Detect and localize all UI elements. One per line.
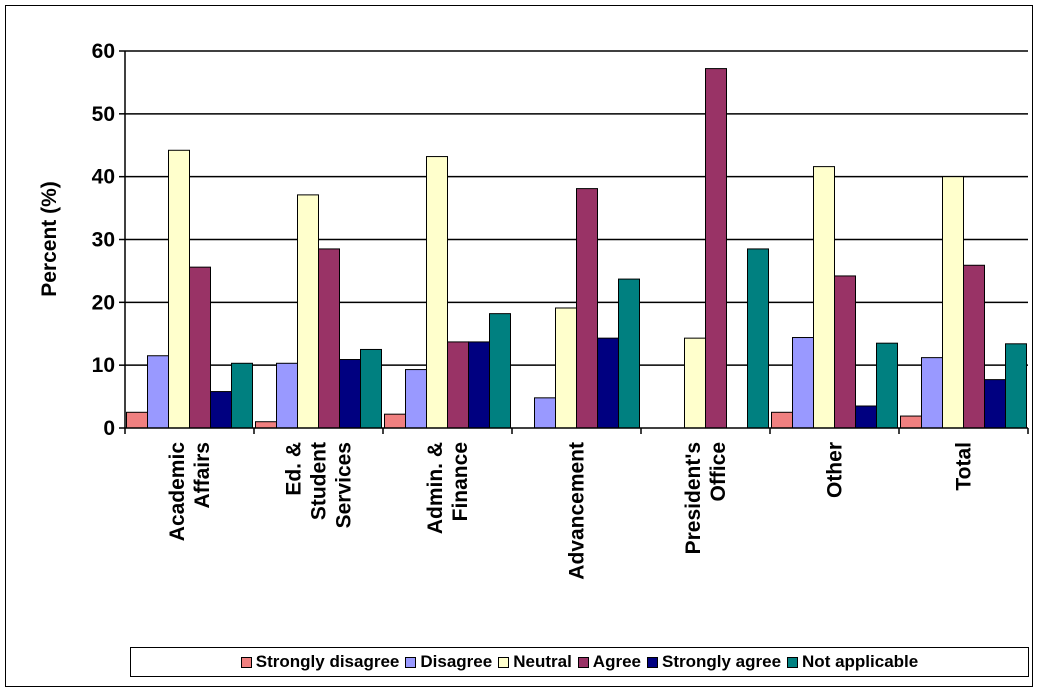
bar [813,166,835,429]
bar [555,307,577,429]
bar [360,348,382,429]
bar [942,176,964,429]
category-label-line: Office [707,442,730,502]
bar [705,68,727,429]
bar [147,355,169,429]
bar [771,411,793,429]
y-tick-label: 20 [92,291,115,314]
axes [119,50,1029,434]
category-label-line: Services [333,442,356,528]
bar [468,341,490,429]
bar [834,275,856,429]
legend-label: Disagree [420,652,493,671]
bar [189,266,211,429]
category-label: Total [953,442,976,491]
category-label-line: Total [953,442,976,491]
bar [876,342,898,429]
bar [855,405,877,429]
category-label-line: Ed. & [283,442,306,496]
y-axis-title: Percent (%) [38,181,61,297]
y-tick-label: 30 [92,229,115,252]
category-label: President's Office [682,442,730,554]
legend-item: Not applicable [787,652,918,672]
bar [447,341,469,429]
legend-swatch [577,656,589,668]
y-tick-labels: 0 10 20 30 40 50 60 [92,40,115,440]
legend-label: Agree [592,652,641,671]
bar [339,359,361,429]
category-label: Advancement [566,442,589,580]
category-label-line: Admin. & [424,442,447,534]
category-label: Admin. & Finance [424,442,472,534]
category-label-line: Other [824,442,847,498]
bar [984,379,1006,429]
y-tick-label: 60 [92,40,115,63]
legend-label: Neutral [513,652,572,671]
bar [255,421,277,429]
legend-item: Disagree [405,652,492,672]
legend-swatch [405,656,417,668]
legend-label: Not applicable [802,652,919,671]
category-label-line: Affairs [191,442,214,509]
bar [297,194,319,429]
legend-swatch [240,656,252,668]
bar [426,156,448,429]
category-label-line: Academic [166,442,189,542]
legend-item: Neutral [498,652,572,672]
category-label-line: President's [682,442,705,554]
category-label-line: Advancement [566,442,589,580]
legend: Strongly disagree Disagree Neutral Agree Str… [130,647,1029,677]
bar [792,337,814,429]
category-label: Other [824,442,847,498]
bar [534,397,556,429]
legend-label: Strongly disagree [255,652,400,671]
category-labels: Academic Affairs Ed. & Student Services Admin… [166,442,976,580]
y-tick-label: 40 [92,166,115,189]
category-label: Ed. & Student Services [283,442,356,528]
bar [384,413,406,429]
bar [276,362,298,429]
legend-item: Agree [577,652,641,672]
bar [126,411,148,429]
legend-swatch [498,656,510,668]
bar [405,369,427,429]
category-label-line: Finance [449,442,472,521]
y-tick-label: 10 [92,354,115,377]
legend-item: Strongly disagree [240,652,400,672]
legend-swatch [787,656,799,668]
category-label-line: Student [308,442,331,520]
y-tick-label: 50 [92,103,115,126]
bar [231,362,253,429]
bar [168,149,190,429]
legend-label: Strongly agree [661,652,782,671]
bar [210,391,232,429]
bar [489,313,511,429]
legend-swatch [646,656,658,668]
bar [684,337,706,429]
y-tick-label: 0 [103,417,115,440]
bar [900,415,922,429]
bar [318,248,340,429]
bar [963,264,985,429]
bar [747,248,769,429]
bar [1005,343,1027,429]
bar [597,337,619,429]
legend-item: Strongly agree [646,652,782,672]
bars [126,68,1027,429]
category-label: Academic Affairs [166,442,214,542]
bar [921,357,943,429]
bar [618,278,640,429]
bar [576,188,598,429]
